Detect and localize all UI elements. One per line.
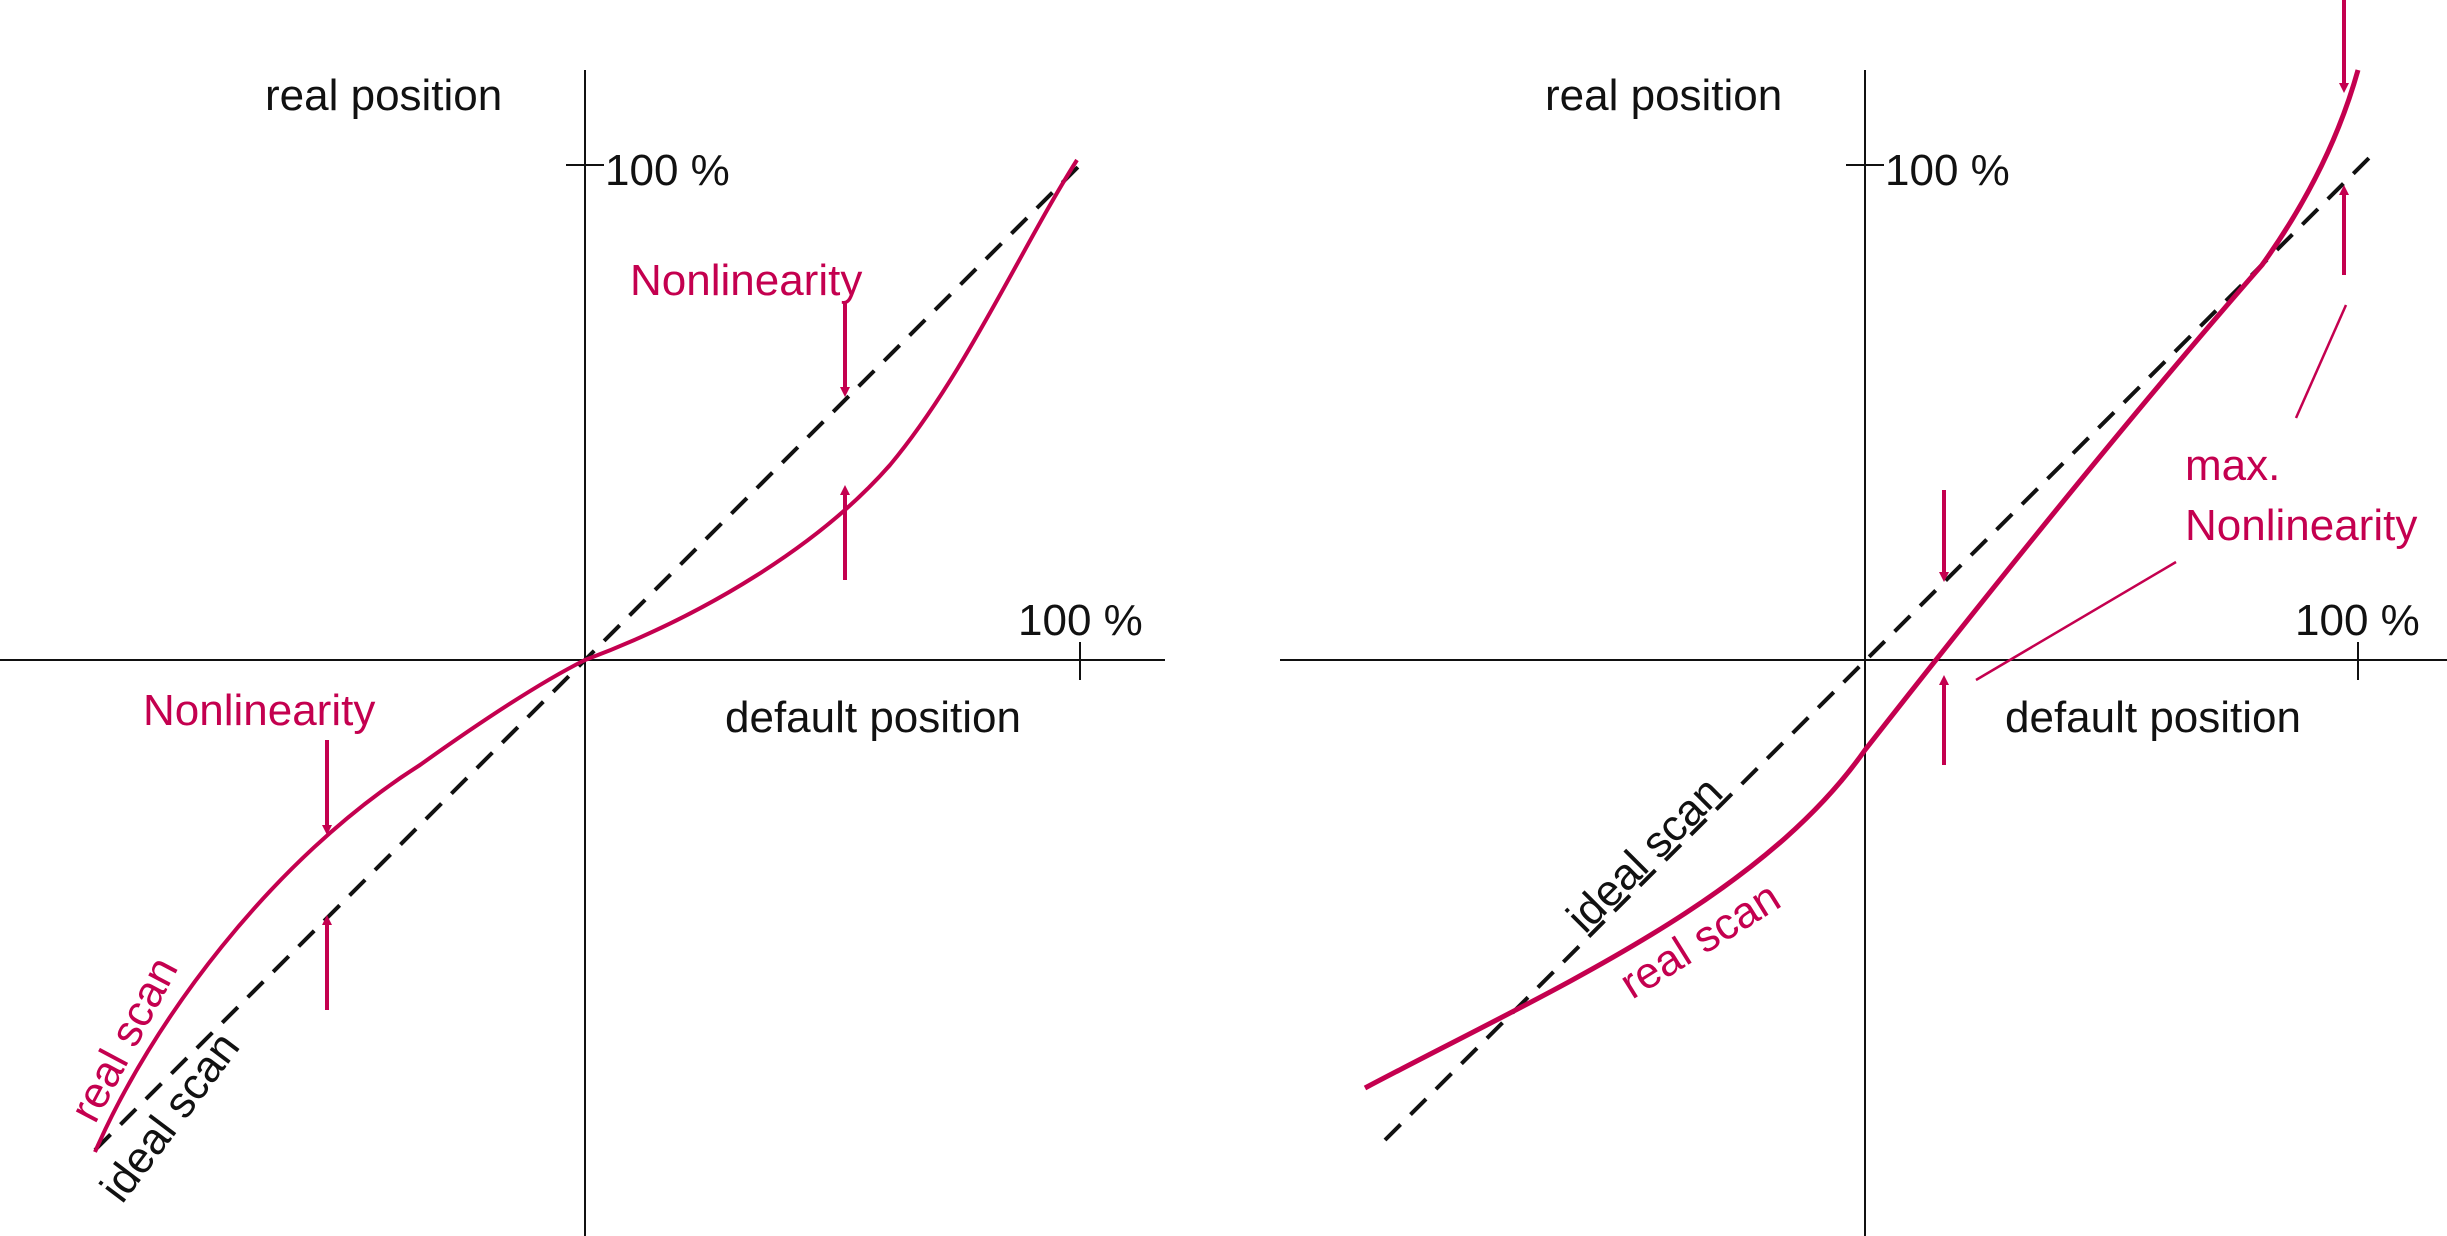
right-y-tick-label: 100 % bbox=[1885, 146, 2010, 195]
left-x-axis-label: default position bbox=[725, 693, 1021, 742]
left-upper-annotation: Nonlinearity bbox=[630, 256, 862, 305]
right-real-curve bbox=[1363, 69, 2361, 1091]
left-real-curve bbox=[93, 158, 1079, 1153]
right-x-axis-label: default position bbox=[2005, 693, 2301, 742]
right-leader-line-upper bbox=[2294, 304, 2348, 419]
right-x-tick-label: 100 % bbox=[2295, 596, 2420, 645]
left-lower-annotation: Nonlinearity bbox=[143, 686, 375, 735]
left-panel: real position 100 % 100 % default positi… bbox=[0, 70, 1165, 1236]
left-y-axis-label: real position bbox=[265, 71, 502, 120]
right-ideal-line bbox=[1383, 153, 2374, 1142]
right-annotation-line2: Nonlinearity bbox=[2185, 501, 2417, 550]
right-leader-line-lower bbox=[1975, 560, 2177, 682]
right-y-axis-label: real position bbox=[1545, 71, 1782, 120]
left-ideal-line bbox=[93, 158, 1087, 1152]
right-annotation-line1: max. bbox=[2185, 441, 2280, 490]
left-y-tick-label: 100 % bbox=[605, 146, 730, 195]
right-panel: real position 100 % 100 % default positi… bbox=[1280, 0, 2447, 1236]
left-x-tick-label: 100 % bbox=[1018, 596, 1143, 645]
